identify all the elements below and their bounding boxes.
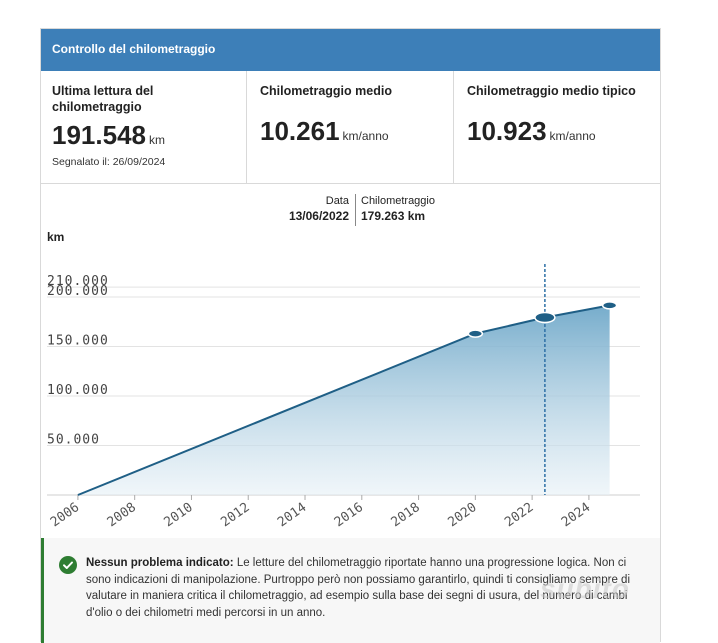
x-tick-label: 2020 <box>445 500 479 530</box>
data-point <box>467 329 484 338</box>
x-tick-label: 2008 <box>105 500 139 530</box>
y-tick-label: 50.000 <box>47 433 100 448</box>
series-line <box>77 304 610 496</box>
x-tick-label: 2022 <box>502 500 536 530</box>
x-tick-label: 2016 <box>332 500 366 530</box>
y-tick-label: 150.000 <box>47 334 109 349</box>
y-tick-label: 200.000 <box>47 284 109 299</box>
y-tick-label: 100.000 <box>47 383 109 398</box>
tooltip-divider <box>355 194 356 226</box>
x-tick-label: 2010 <box>162 500 196 530</box>
status-notice: Nessun problema indicato: Le letture del… <box>41 538 660 643</box>
check-icon <box>59 556 77 574</box>
tooltip-date-value: 13/06/2022 <box>288 209 349 223</box>
stat-unit: km <box>148 133 165 147</box>
tooltip-km-value: 179.263 km <box>361 209 426 223</box>
stat-note: Segnalato il: 26/09/2024 <box>52 156 166 168</box>
stats-row: Ultima lettura del chilometraggio 191.54… <box>41 71 660 184</box>
stat-last-reading: Ultima lettura del chilometraggio 191.54… <box>41 71 247 183</box>
stat-average-mileage: Chilometraggio medio 10.261 km/anno <box>247 71 454 183</box>
stat-label: Chilometraggio medio tipico <box>467 84 636 98</box>
stat-number: 10.923 <box>467 116 547 146</box>
stat-label: Chilometraggio medio <box>260 84 392 98</box>
notice-title: Nessun problema indicato: <box>86 557 234 569</box>
stat-value: 191.548 km <box>52 120 246 151</box>
notice-text: Nessun problema indicato: Le letture del… <box>86 555 651 621</box>
series-area <box>77 305 610 495</box>
mileage-card: Controllo del chilometraggio Ultima lett… <box>40 28 661 643</box>
stat-typical-mileage: Chilometraggio medio tipico 10.923 km/ann… <box>454 71 660 183</box>
x-tick-label: 2024 <box>559 500 593 530</box>
x-tick-label: 2012 <box>218 500 252 530</box>
tooltip-km: Chilometraggio 179.263 km <box>361 194 471 224</box>
x-tick-label: 2018 <box>389 500 423 530</box>
stat-number: 191.548 <box>52 120 146 150</box>
y-axis-label: km <box>47 230 64 244</box>
x-tick-label: 2014 <box>275 500 309 530</box>
card-title: Controllo del chilometraggio <box>52 42 216 56</box>
stat-label: Ultima lettura del chilometraggio <box>52 84 154 114</box>
x-tick-label: 2006 <box>48 500 82 530</box>
notice-body: Le letture del chilometraggio riportate … <box>86 557 631 619</box>
tooltip-date-label: Data <box>325 195 349 207</box>
stat-unit: km/anno <box>342 129 389 143</box>
stat-value: 10.261 km/anno <box>260 116 453 147</box>
tooltip-date: Data 13/06/2022 <box>267 194 349 224</box>
card-header: Controllo del chilometraggio <box>41 29 660 71</box>
stat-value: 10.923 km/anno <box>467 116 660 147</box>
watermark-logo: subito <box>540 573 630 604</box>
y-tick-label: 210.000 <box>47 274 109 289</box>
stat-unit: km/anno <box>549 129 596 143</box>
highlight-point <box>534 311 556 324</box>
tooltip-km-label: Chilometraggio <box>361 195 435 207</box>
data-point <box>601 301 618 310</box>
stat-number: 10.261 <box>260 116 340 146</box>
